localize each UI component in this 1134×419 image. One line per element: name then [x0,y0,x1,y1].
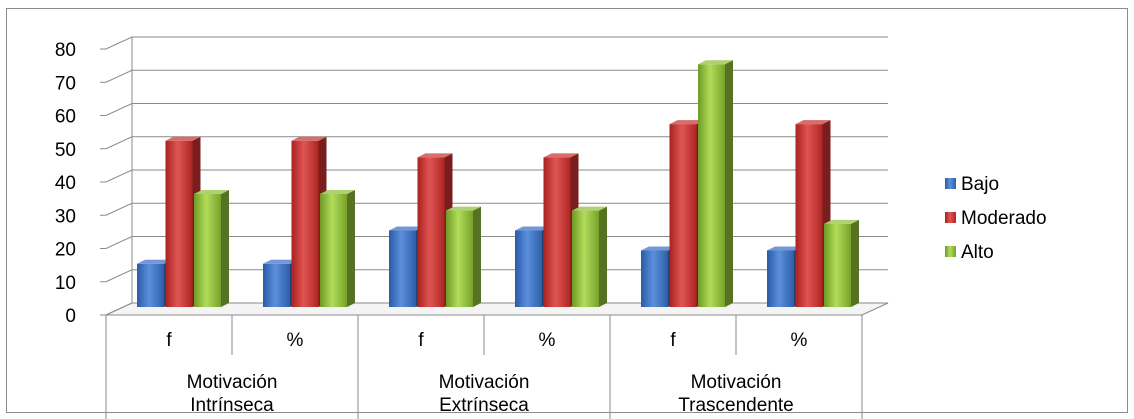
x-category-label: % [287,330,304,351]
gridline [100,69,888,83]
legend-label: Alto [961,242,994,263]
legend-item-moderado: Moderado [945,208,1047,229]
gridline [100,236,888,249]
x-category-label: % [791,330,808,351]
gridline [100,202,888,216]
x-group-label: Motivación Trascendente [678,372,793,416]
y-tick-label: 40 [55,173,76,194]
x-axis: f% f% f % Motivación Intrínseca Motivación Extr… [105,314,863,419]
y-tick-label: 70 [55,73,76,94]
legend-label: Moderado [961,208,1047,229]
y-axis: 0 10 20 30 40 50 60 70 80 [55,40,76,327]
gridline [100,302,888,316]
legend-item-alto: Alto [945,242,994,263]
x-group-label: Motivación Intrínseca [187,372,278,416]
bar-alto [698,60,733,308]
gridline [100,269,888,283]
bar-alto [194,189,229,307]
x-group-label: Motivación Extrínseca [439,372,530,416]
y-tick-label: 60 [55,107,76,128]
gridline [100,136,888,150]
legend-swatch [945,212,956,223]
y-tick-label: 20 [55,240,76,261]
x-category-label: % [539,330,556,351]
bar-alto [824,219,859,307]
bar-alto [446,206,481,307]
gridline [100,103,888,116]
chart-frame [6,8,1128,413]
legend-swatch [945,246,956,257]
x-category-label: f [418,330,424,351]
legend-item-bajo: Bajo [945,174,999,195]
x-category-label: f [166,330,172,351]
y-tick-label: 50 [55,140,76,161]
y-tick-label: 0 [65,306,76,327]
legend-swatch [945,178,956,189]
y-tick-label: 10 [55,273,76,294]
gridline [100,36,888,50]
gridline [100,169,888,183]
y-tick-label: 30 [55,206,76,227]
x-category-label: f [670,330,676,351]
legend: Bajo Moderado Alto [945,174,1047,263]
y-tick-label: 80 [55,40,76,61]
bar-alto [320,189,355,307]
bar-alto [572,206,607,307]
legend-label: Bajo [961,174,999,195]
bars [137,60,859,308]
gridlines [100,36,888,316]
